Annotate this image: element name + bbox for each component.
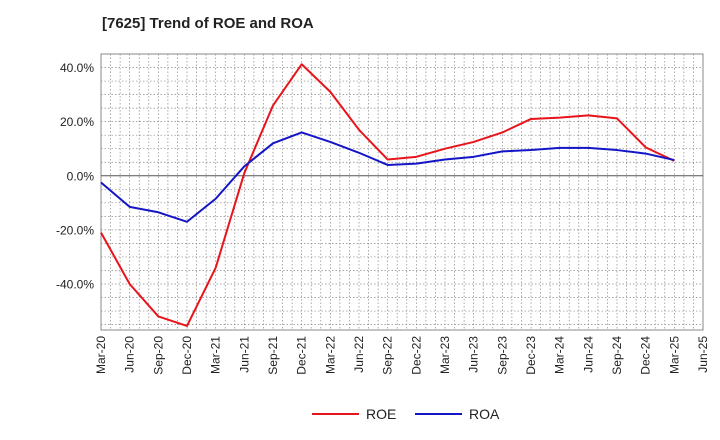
x-tick-label: Dec-23 <box>524 336 538 375</box>
x-axis-tick-labels: Mar-20 Jun-20 Sep-20 Dec-20 Mar-21 Jun-21 Sep-… <box>94 336 710 375</box>
y-tick-label: -20.0% <box>56 223 94 237</box>
x-tick-label: Dec-24 <box>639 336 653 375</box>
x-tick-label: Mar-21 <box>209 336 223 374</box>
x-tick-label: Dec-22 <box>409 336 423 375</box>
x-tick-label: Jun-24 <box>581 336 595 373</box>
plot-area <box>100 53 704 331</box>
x-tick-label: Jun-23 <box>467 336 481 373</box>
x-tick-label: Jun-20 <box>123 336 137 373</box>
y-tick-label: -40.0% <box>56 278 94 292</box>
x-tick-label: Jun-22 <box>352 336 366 373</box>
x-tick-label: Sep-22 <box>381 336 395 375</box>
x-tick-label: Jun-25 <box>696 336 710 373</box>
x-tick-label: Sep-21 <box>266 336 280 375</box>
x-tick-label: Sep-20 <box>151 336 165 375</box>
series-line-roa <box>100 131 675 223</box>
x-tick-label: Dec-21 <box>295 336 309 375</box>
x-tick-label: Mar-24 <box>553 336 567 374</box>
y-tick-label: 40.0% <box>60 61 94 75</box>
x-tick-label: Mar-22 <box>323 336 337 374</box>
x-tick-label: Sep-23 <box>495 336 509 375</box>
y-tick-label: 20.0% <box>60 115 94 129</box>
y-tick-label: 0.0% <box>67 169 95 183</box>
chart-title: [7625] Trend of ROE and ROA <box>102 15 314 32</box>
grid-lines <box>101 53 703 330</box>
series-line-roe <box>100 63 675 327</box>
x-tick-label: Jun-21 <box>237 336 251 373</box>
x-tick-label: Sep-24 <box>610 336 624 375</box>
x-tick-label: Mar-23 <box>438 336 452 374</box>
legend-label-roa: ROA <box>469 406 500 422</box>
x-tick-label: Mar-20 <box>94 336 108 374</box>
x-tick-label: Mar-25 <box>667 336 681 374</box>
series-lines <box>100 63 675 327</box>
legend: ROE ROA <box>312 406 500 422</box>
x-tick-label: Dec-20 <box>180 336 194 375</box>
legend-label-roe: ROE <box>366 406 396 422</box>
y-axis-tick-labels: 40.0% 20.0% 0.0% -20.0% -40.0% <box>56 61 94 291</box>
